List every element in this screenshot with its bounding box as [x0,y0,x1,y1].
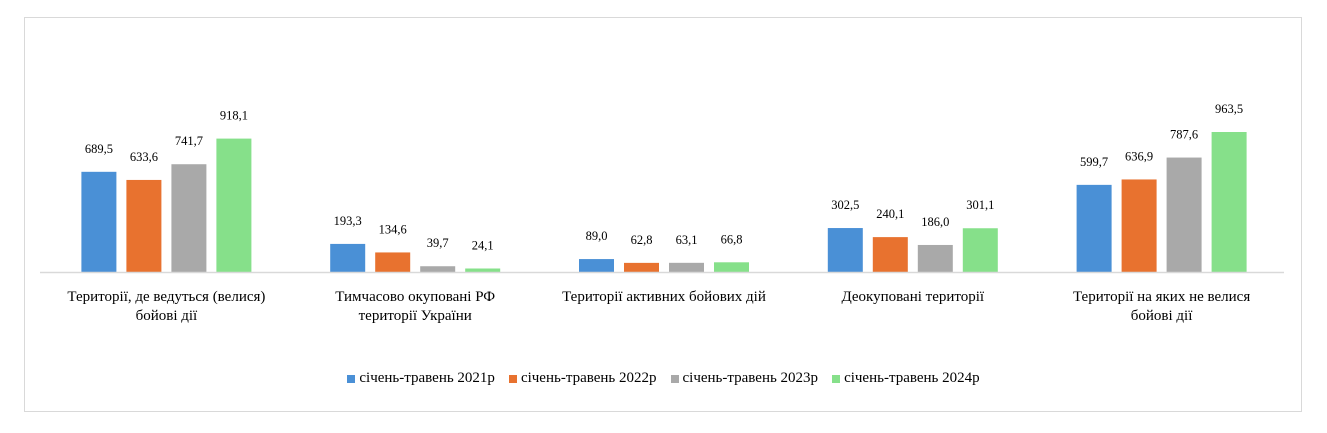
bar [81,171,117,272]
data-label: 301,1 [966,198,994,212]
legend-label: січень-травень 2023р [682,370,819,386]
category-label: бойові дії [136,308,198,324]
chart-frame [24,17,1302,412]
legend-label: січень-травень 2024р [844,370,980,386]
legend-label: січень-травень 2021р [359,370,495,386]
category-label: Тимчасово окуповані РФ [335,289,495,305]
data-label: 193,3 [334,214,362,228]
data-label: 134,6 [379,222,407,236]
bar [872,237,908,272]
legend-item: січень-травень 2021р [347,370,495,387]
data-label: 62,8 [631,233,653,247]
data-label: 741,7 [175,134,203,148]
data-label: 66,8 [721,232,743,246]
data-label: 599,7 [1080,155,1108,169]
category-label: Території на яких не велися [1073,289,1250,305]
bar [579,259,614,272]
legend-swatch [832,374,841,383]
bar [1121,179,1157,272]
data-label: 963,5 [1215,102,1243,116]
bar [375,252,411,272]
bar [669,262,704,272]
bar [827,228,863,272]
data-label: 24,1 [472,238,494,252]
data-label: 186,0 [921,215,949,229]
data-label: 787,6 [1170,128,1198,142]
category-label: бойові дії [1131,308,1193,324]
bar [330,243,366,272]
bar [1076,184,1112,272]
legend-label: січень-травень 2022р [520,370,657,386]
legend-swatch [508,374,517,383]
category-label: Території, де ведуться (велися) [67,289,265,305]
category-label: території України [359,308,472,324]
category-label: Деокуповані території [841,289,984,305]
legend-item: січень-травень 2022р [508,370,657,387]
bar [216,138,252,272]
bar [420,266,456,272]
data-label: 636,9 [1125,149,1153,163]
category-label: Території активних бойових дій [562,289,766,305]
legend-item: січень-травень 2024р [832,370,980,387]
bar [171,164,207,272]
data-label: 89,0 [586,229,608,243]
legend-swatch [670,374,679,383]
legend-item: січень-травень 2023р [670,370,819,387]
bar [1211,132,1247,272]
data-label: 63,1 [676,233,698,247]
data-label: 240,1 [876,207,904,221]
legend-swatch [347,374,356,383]
bar [917,244,953,272]
bar [126,179,162,272]
data-label: 689,5 [85,142,113,156]
bar [465,268,501,272]
legend: січень-травень 2021р січень-травень 2022р… [0,370,1327,387]
bar [714,262,749,272]
bar [624,262,659,272]
bar [962,228,998,272]
data-label: 302,5 [831,198,859,212]
data-label: 633,6 [130,150,158,164]
data-label: 39,7 [427,236,449,250]
data-label: 918,1 [220,109,248,123]
bar [1166,157,1202,272]
